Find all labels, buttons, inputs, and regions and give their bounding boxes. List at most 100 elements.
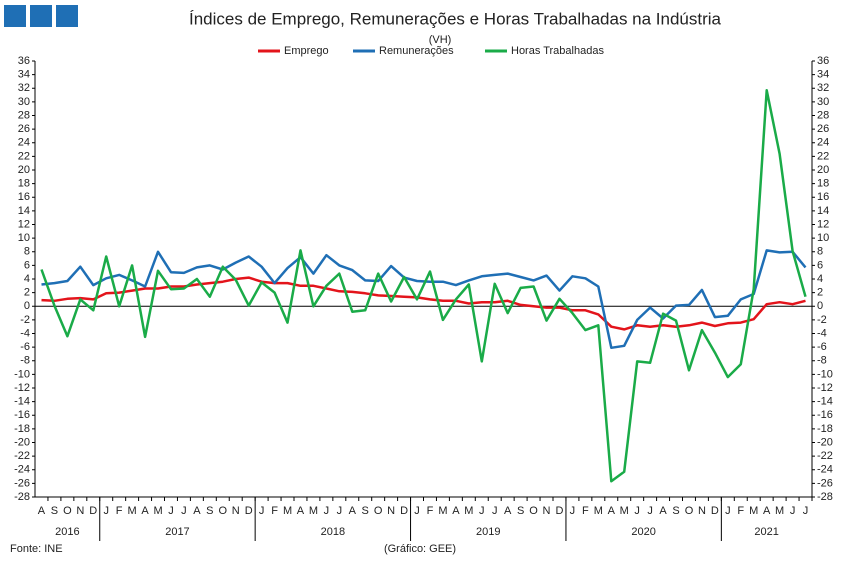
x-tick-label: D — [245, 505, 253, 517]
x-tick-label: A — [452, 505, 460, 517]
y2-tick-label: 16 — [817, 191, 829, 203]
y-tick-label: 2 — [24, 287, 30, 299]
y-tick-label: 18 — [18, 178, 30, 190]
x-tick-label: M — [283, 505, 292, 517]
y-tick-label: 34 — [18, 69, 30, 81]
y-tick-label: -2 — [20, 314, 30, 326]
logo-square — [56, 5, 78, 27]
x-tick-label: M — [594, 505, 603, 517]
chart-title: Índices de Emprego, Remunerações e Horas… — [189, 9, 722, 28]
series-line — [41, 249, 807, 350]
x-tick-label: M — [464, 505, 473, 517]
y2-tick-label: 10 — [817, 232, 829, 244]
x-tick-label: M — [438, 505, 447, 517]
y-tick-label: -12 — [14, 382, 30, 394]
x-tick-label: D — [555, 505, 563, 517]
x-tick-label: S — [51, 505, 58, 517]
y-tick-label: 24 — [18, 137, 30, 149]
year-label: 2020 — [631, 526, 655, 538]
y-tick-label: 6 — [24, 259, 30, 271]
y2-tick-label: 4 — [817, 273, 823, 285]
y2-tick-label: -14 — [817, 396, 833, 408]
logo-square — [4, 5, 26, 27]
y-tick-label: 20 — [18, 164, 30, 176]
legend-label: Remunerações — [379, 45, 454, 57]
x-tick-label: N — [232, 505, 240, 517]
x-tick-label: O — [685, 505, 694, 517]
y2-tick-label: 14 — [817, 205, 829, 217]
y-tick-label: -28 — [14, 491, 30, 503]
x-tick-label: M — [620, 505, 629, 517]
x-tick-label: A — [141, 505, 149, 517]
y2-tick-label: 24 — [817, 137, 829, 149]
x-tick-label: N — [387, 505, 395, 517]
x-tick-label: N — [76, 505, 84, 517]
y-tick-label: 32 — [18, 82, 30, 94]
y-tick-label: -14 — [14, 396, 30, 408]
x-tick-label: A — [193, 505, 201, 517]
y-tick-label: 26 — [18, 123, 30, 135]
y-tick-label: 22 — [18, 150, 30, 162]
series-line — [40, 89, 807, 483]
y-tick-label: 36 — [18, 55, 30, 67]
x-tick-label: J — [337, 505, 343, 517]
y2-tick-label: 28 — [817, 109, 829, 121]
x-tick-label: O — [218, 505, 227, 517]
x-tick-label: S — [672, 505, 679, 517]
y2-tick-label: -18 — [817, 423, 833, 435]
y2-tick-label: 8 — [817, 246, 823, 258]
x-tick-label: J — [725, 505, 731, 517]
y2-tick-label: 6 — [817, 259, 823, 271]
y2-tick-label: 32 — [817, 82, 829, 94]
chart-subtitle: (VH) — [429, 34, 452, 46]
y2-tick-label: 34 — [817, 69, 829, 81]
year-label: 2019 — [476, 526, 500, 538]
x-tick-label: M — [153, 505, 162, 517]
y-tick-label: 16 — [18, 191, 30, 203]
year-label: 2017 — [165, 526, 189, 538]
y-tick-label: -26 — [14, 477, 30, 489]
x-tick-label: A — [608, 505, 616, 517]
x-tick-label: J — [634, 505, 640, 517]
y2-tick-label: -24 — [817, 464, 833, 476]
x-tick-label: F — [737, 505, 744, 517]
y-tick-label: 8 — [24, 246, 30, 258]
x-tick-label: O — [374, 505, 383, 517]
x-tick-label: F — [271, 505, 278, 517]
logo-square — [30, 5, 52, 27]
y2-tick-label: 26 — [817, 123, 829, 135]
y-tick-label: -20 — [14, 436, 30, 448]
y-tick-label: -22 — [14, 450, 30, 462]
x-tick-label: A — [349, 505, 357, 517]
x-tick-label: J — [103, 505, 109, 517]
x-tick-label: N — [543, 505, 551, 517]
y2-tick-label: -26 — [817, 477, 833, 489]
x-tick-label: A — [297, 505, 305, 517]
x-tick-label: O — [529, 505, 538, 517]
y2-tick-label: -20 — [817, 436, 833, 448]
y2-tick-label: 12 — [817, 218, 829, 230]
y2-tick-label: 30 — [817, 96, 829, 108]
x-tick-label: J — [414, 505, 420, 517]
x-tick-label: M — [128, 505, 137, 517]
y2-tick-label: 0 — [817, 300, 823, 312]
y-tick-label: 0 — [24, 300, 30, 312]
y2-tick-label: 2 — [817, 287, 823, 299]
x-tick-label: S — [362, 505, 369, 517]
x-tick-label: A — [504, 505, 512, 517]
x-tick-label: S — [517, 505, 524, 517]
y2-tick-label: -10 — [817, 368, 833, 380]
x-tick-label: J — [647, 505, 653, 517]
y2-tick-label: -8 — [817, 355, 827, 367]
year-label: 2018 — [321, 526, 345, 538]
x-tick-label: J — [324, 505, 330, 517]
legend-label: Emprego — [284, 45, 329, 57]
y2-tick-label: 20 — [817, 164, 829, 176]
y2-tick-label: -22 — [817, 450, 833, 462]
x-tick-label: J — [790, 505, 796, 517]
x-tick-label: J — [570, 505, 576, 517]
y2-tick-label: -28 — [817, 491, 833, 503]
x-tick-label: D — [89, 505, 97, 517]
y-tick-label: 30 — [18, 96, 30, 108]
